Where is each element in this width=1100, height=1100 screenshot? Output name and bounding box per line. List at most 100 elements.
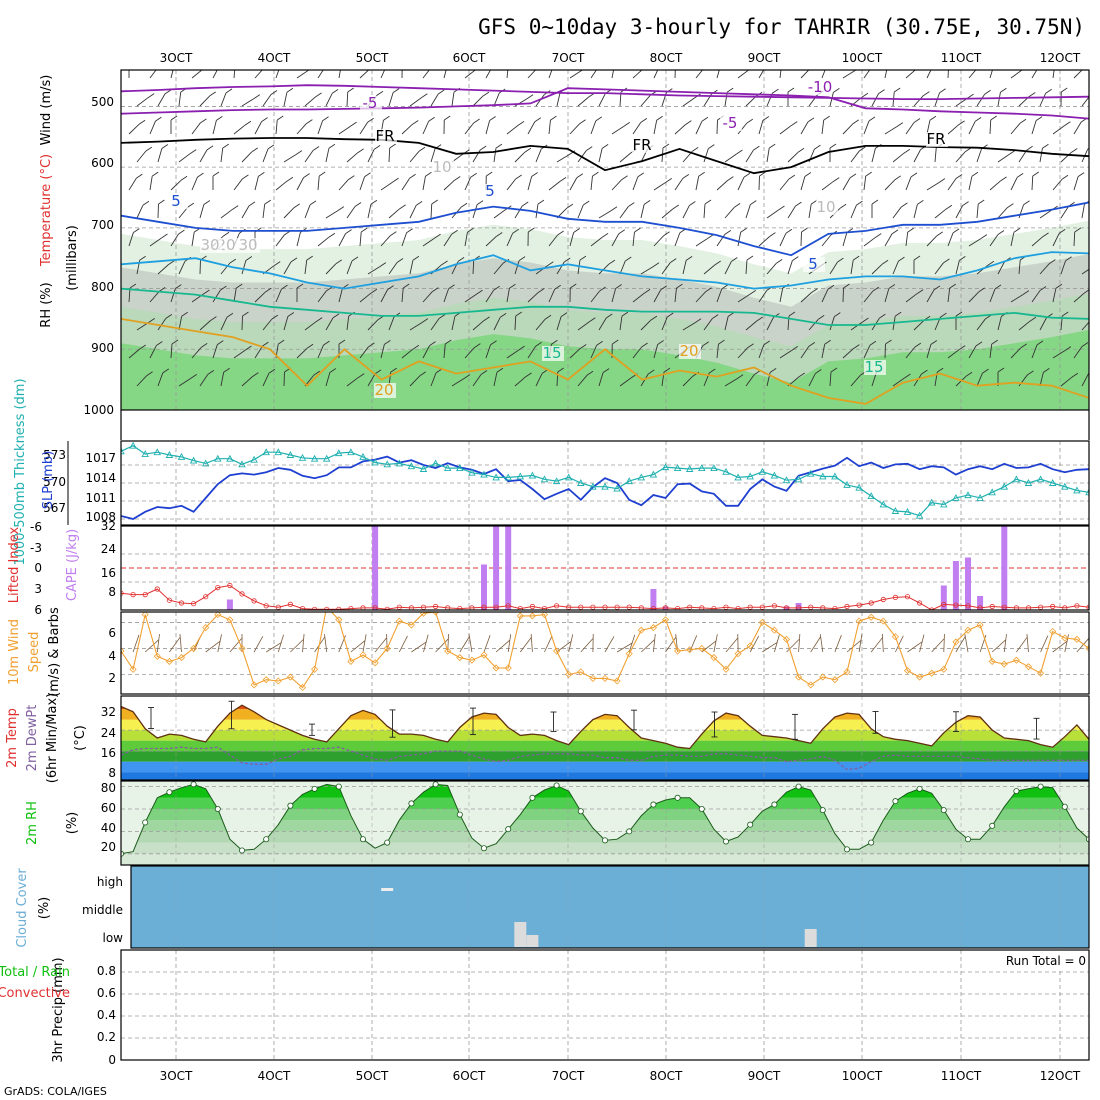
wind-barb-flag [832,177,840,182]
thickness-point [710,464,718,472]
wind-barb-flag [306,255,313,261]
wind-barb [1031,236,1043,247]
wind-barb [338,179,349,191]
precip-axis-label: 3hr Precip (mm) [51,957,66,1062]
wind-barb [716,70,720,79]
wind-barb [1039,317,1047,331]
wind-barb [1060,206,1070,219]
thickness-point [540,475,549,483]
wind-barb [275,234,285,247]
thickness-point [964,491,972,499]
wind-barb-flag [726,87,734,93]
rh-point [384,839,391,846]
wind-barb-flag [592,171,599,177]
wind-barb-flag [559,177,567,182]
wind-barb-flag [804,172,812,177]
wind-barb [388,92,394,107]
wind-barb-flag [337,206,345,211]
wind-barb-flag [206,145,214,151]
wind-barb [598,317,607,331]
wind-barb-flag [412,344,420,350]
wind-barb-flag [1016,173,1024,178]
wind-barb-flag [952,228,960,234]
cloud-low-bar [804,929,817,947]
thickness-point [1012,475,1021,483]
wind-barb [955,636,966,653]
y-tick-label: 700 [91,218,114,232]
lifted-index-point [1025,605,1032,610]
wind-barb-flag [921,369,928,375]
wind-barb-flag [483,316,490,322]
wind-barb [380,289,388,303]
thickness-point [1061,482,1069,490]
wind-barb-flag [547,261,554,267]
wind-barb [892,260,899,275]
wind-barb-flag [1064,121,1071,127]
thickness-point [988,488,996,496]
wind-barb-flag [313,370,321,376]
wind-barb [430,203,433,219]
rh-axis-label: RH (%) [39,282,54,327]
y-tick-label: 2 [108,671,116,685]
wind-barb-flag [930,340,938,345]
wind-barb [485,236,497,247]
lifted-index-point [662,605,669,610]
wind-barb-flag [872,286,880,292]
y-tick-label: 1017 [85,451,116,465]
wind-speed-point [226,616,234,624]
wind-barb-flag [666,312,674,318]
wind-barb [556,316,562,331]
lifted-index-point [771,603,778,609]
wind-barb [968,121,976,135]
rh-point [868,839,875,846]
wind-barb-flag [1042,232,1049,238]
contour-label-bg [374,383,396,398]
wind-barb-flag [640,118,648,123]
contour-label-bg [803,257,825,272]
wind-barb [758,70,765,79]
wind-barb-flag [791,346,798,351]
lifted-index-point [227,582,233,589]
rh-point [311,785,318,792]
rh-point [892,798,899,805]
wind-speed-point [504,664,512,672]
y-tick-label: high [97,875,123,889]
wind-barb [156,634,160,653]
wind-speed-point [335,616,343,624]
wind-speed-point [625,650,633,658]
wind-barb-flag [129,283,137,289]
thickness-point [903,507,912,515]
lifted-index-point [856,602,862,608]
wind-barb [430,372,437,387]
wind-barb-flag [694,318,702,324]
wind-barb [388,147,391,163]
wind-barb [265,642,282,653]
wind-barb [926,344,932,359]
thickness-point [383,460,391,468]
thickness-point [661,463,670,471]
wind-speed-point [214,612,222,619]
lifted-index-point [892,594,899,601]
wind-barb [619,152,632,163]
wind-barb [1018,320,1031,331]
wind-barb [409,150,420,163]
wind-barb [821,289,829,303]
thickness-point [419,465,428,472]
wind-barb-flag [444,339,452,345]
wind-barb-flag [662,143,670,149]
cloud-high-bar [381,888,394,891]
wind-barb [871,93,879,107]
wind-barb [296,70,309,79]
temp-band [121,719,1089,731]
thickness-point [516,472,525,480]
wind-barb-flag [306,119,313,124]
wind-barb [842,70,856,79]
wind-barb [495,639,510,653]
y-tick-label: 1014 [85,471,116,485]
lifted-index-point [953,602,959,608]
wind-barb [514,260,520,275]
wind-barb [241,260,247,275]
wind-barb [191,122,201,135]
wind-speed-point [238,644,246,653]
wind-barb-flag [788,311,796,317]
